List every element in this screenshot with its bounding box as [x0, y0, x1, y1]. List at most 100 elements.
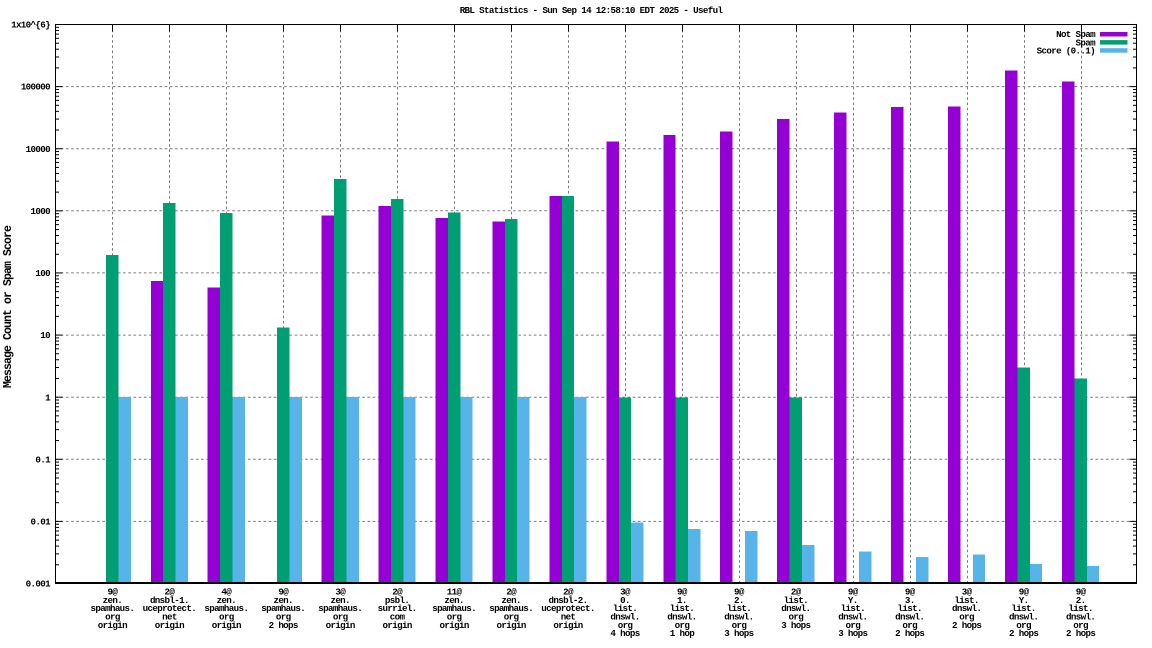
svg-text:2@: 2@ — [506, 587, 517, 598]
svg-text:9@: 9@ — [108, 587, 119, 598]
svg-text:2@: 2@ — [563, 587, 574, 598]
svg-text:origin: origin — [553, 620, 582, 631]
svg-text:2@: 2@ — [392, 587, 403, 598]
svg-text:Score (0..1): Score (0..1) — [1037, 45, 1095, 56]
svg-text:9@: 9@ — [1019, 587, 1030, 598]
svg-text:org: org — [1073, 620, 1088, 631]
svg-text:dnsbl-1.: dnsbl-1. — [150, 595, 189, 606]
svg-text:dnswl.: dnswl. — [838, 612, 867, 623]
svg-text:org: org — [902, 620, 917, 631]
svg-text:9@: 9@ — [677, 587, 688, 598]
svg-text:origin: origin — [440, 620, 469, 631]
svg-text:list.: list. — [727, 603, 751, 614]
svg-text:10000: 10000 — [26, 144, 50, 155]
svg-text:psbl.: psbl. — [385, 595, 409, 606]
svg-text:dnswl.: dnswl. — [781, 603, 810, 614]
svg-text:0.: 0. — [620, 595, 630, 606]
svg-text:zen.: zen. — [103, 595, 122, 606]
svg-text:spamhaus.: spamhaus. — [91, 603, 135, 614]
svg-text:1 hop: 1 hop — [670, 628, 695, 639]
svg-text:0.1: 0.1 — [35, 454, 51, 465]
svg-text:1000: 1000 — [31, 206, 51, 217]
svg-text:origin: origin — [155, 620, 184, 631]
svg-text:Spam: Spam — [1076, 37, 1097, 48]
svg-text:org: org — [447, 612, 462, 623]
svg-text:Y.: Y. — [1019, 595, 1029, 606]
svg-text:9@: 9@ — [278, 587, 289, 598]
svg-text:9@: 9@ — [734, 587, 745, 598]
svg-text:dnswl.: dnswl. — [724, 612, 753, 623]
svg-text:9@: 9@ — [848, 587, 859, 598]
svg-text:3@: 3@ — [620, 587, 631, 598]
svg-text:list.: list. — [670, 603, 694, 614]
svg-text:2 hops: 2 hops — [1066, 628, 1095, 639]
svg-text:com: com — [390, 612, 406, 623]
svg-text:2 hops: 2 hops — [952, 620, 981, 631]
svg-text:org: org — [846, 620, 861, 631]
svg-text:0.01: 0.01 — [31, 517, 52, 528]
svg-text:dnswl.: dnswl. — [610, 612, 639, 623]
svg-text:zen.: zen. — [444, 595, 463, 606]
svg-text:zen.: zen. — [273, 595, 292, 606]
svg-text:1x10^{6}: 1x10^{6} — [11, 20, 50, 31]
svg-text:origin: origin — [497, 620, 526, 631]
svg-text:list.: list. — [1068, 603, 1092, 614]
svg-text:org: org — [504, 612, 519, 623]
svg-text:list.: list. — [613, 603, 637, 614]
svg-text:spamhaus.: spamhaus. — [432, 603, 476, 614]
svg-text:2 hops: 2 hops — [895, 628, 924, 639]
svg-text:dnswl.: dnswl. — [952, 603, 981, 614]
svg-text:spamhaus.: spamhaus. — [261, 603, 305, 614]
svg-text:org: org — [959, 612, 974, 623]
svg-text:spamhaus.: spamhaus. — [318, 603, 362, 614]
svg-text:org: org — [618, 620, 633, 631]
svg-text:2@: 2@ — [165, 587, 176, 598]
svg-text:net: net — [561, 612, 576, 623]
svg-text:3.: 3. — [905, 595, 915, 606]
svg-text:spamhaus.: spamhaus. — [204, 603, 248, 614]
svg-text:Not Spam: Not Spam — [1056, 29, 1096, 40]
svg-text:spamhaus.: spamhaus. — [489, 603, 533, 614]
svg-text:dnswl.: dnswl. — [1009, 612, 1038, 623]
svg-text:net: net — [162, 612, 177, 623]
svg-text:2@: 2@ — [791, 587, 802, 598]
svg-text:org: org — [675, 620, 690, 631]
svg-text:zen.: zen. — [501, 595, 520, 606]
svg-text:uceprotect.: uceprotect. — [143, 603, 197, 614]
svg-text:dnswl.: dnswl. — [895, 612, 924, 623]
svg-text:100000: 100000 — [21, 82, 50, 93]
svg-text:100: 100 — [35, 268, 50, 279]
svg-text:Message Count or Spam Score: Message Count or Spam Score — [2, 225, 15, 388]
svg-text:origin: origin — [212, 620, 241, 631]
svg-text:3@: 3@ — [962, 587, 973, 598]
svg-text:RBL Statistics - Sun Sep 14 12: RBL Statistics - Sun Sep 14 12:58:10 EDT… — [460, 5, 724, 16]
svg-text:4 hops: 4 hops — [610, 628, 639, 639]
svg-text:9@: 9@ — [1076, 587, 1087, 598]
svg-text:org: org — [732, 620, 747, 631]
svg-text:zen.: zen. — [330, 595, 349, 606]
svg-text:dnswl.: dnswl. — [1066, 612, 1095, 623]
svg-text:2.: 2. — [1076, 595, 1086, 606]
svg-text:org: org — [219, 612, 234, 623]
svg-text:org: org — [105, 612, 120, 623]
svg-text:dnswl.: dnswl. — [667, 612, 696, 623]
svg-text:list.: list. — [784, 595, 808, 606]
svg-text:zen.: zen. — [217, 595, 236, 606]
svg-text:3 hops: 3 hops — [724, 628, 753, 639]
svg-text:org: org — [1016, 620, 1031, 631]
svg-text:2 hops: 2 hops — [1009, 628, 1038, 639]
svg-text:list.: list. — [898, 603, 922, 614]
svg-text:surriel.: surriel. — [378, 603, 417, 614]
svg-text:1.: 1. — [677, 595, 687, 606]
svg-text:list.: list. — [841, 603, 865, 614]
svg-text:11@: 11@ — [447, 587, 463, 598]
svg-text:3 hops: 3 hops — [781, 620, 810, 631]
svg-text:list.: list. — [1011, 603, 1035, 614]
svg-text:uceprotect.: uceprotect. — [541, 603, 595, 614]
svg-text:9@: 9@ — [905, 587, 916, 598]
svg-text:origin: origin — [383, 620, 412, 631]
svg-text:0.001: 0.001 — [26, 579, 51, 590]
svg-text:4@: 4@ — [221, 587, 232, 598]
svg-text:org: org — [276, 612, 291, 623]
svg-text:1: 1 — [45, 392, 51, 403]
